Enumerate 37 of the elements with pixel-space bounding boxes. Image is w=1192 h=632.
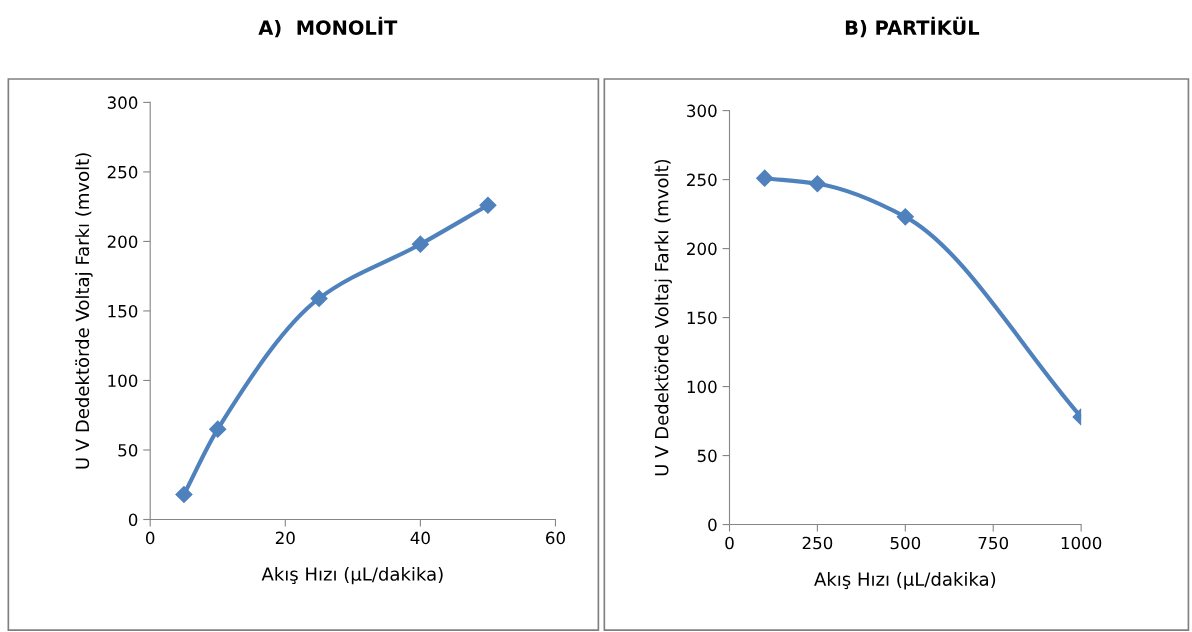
- point: [175, 485, 193, 504]
- y-tick-label: 0: [128, 513, 138, 527]
- y-tick-label: 250: [687, 173, 717, 187]
- x-tick-label: 0: [725, 536, 734, 550]
- y-axis-title: U V Dedektörde Voltaj Farkı (mvolt): [654, 159, 672, 476]
- y-tick-label: 250: [107, 165, 138, 179]
- point: [808, 175, 826, 193]
- point: [479, 196, 497, 214]
- y-tick-label: 150: [687, 311, 717, 325]
- point: [310, 289, 328, 307]
- chart-title: A) MONOLİT: [258, 16, 398, 38]
- x-tick-label: 1000: [1061, 536, 1102, 550]
- x-tick-label: 0: [145, 531, 155, 545]
- x-tick-label: 250: [802, 536, 833, 550]
- x-axis-title: Akış Hızı (µL/dakika): [814, 571, 996, 590]
- y-tick-label: 300: [107, 96, 138, 109]
- point: [756, 169, 774, 187]
- y-axis-title: U V Dedektörde Voltaj Farkı (mvolt): [75, 153, 93, 469]
- y-tick-label: 300: [687, 104, 717, 118]
- x-tick-label: 20: [275, 531, 295, 545]
- x-tick-label: 750: [978, 536, 1009, 550]
- y-tick-label: 200: [107, 235, 138, 248]
- y-tick-label: 50: [118, 443, 138, 457]
- y-tick-label: 150: [108, 304, 138, 318]
- y-tick-label: 50: [697, 449, 717, 463]
- point: [896, 208, 914, 226]
- y-tick-label: 100: [687, 380, 717, 394]
- x-tick-label: 40: [410, 531, 430, 545]
- x-tick-label: 500: [890, 536, 921, 550]
- point: [411, 235, 429, 253]
- x-axis-title: Akış Hızı (µL/dakika): [261, 566, 443, 585]
- y-tick-label: 0: [708, 518, 717, 532]
- x-tick-label: 60: [546, 531, 565, 545]
- y-tick-label: 200: [687, 242, 717, 256]
- chart-title: B) PARTİKÜL: [845, 16, 980, 38]
- y-tick-label: 100: [108, 374, 138, 388]
- point: [209, 420, 227, 438]
